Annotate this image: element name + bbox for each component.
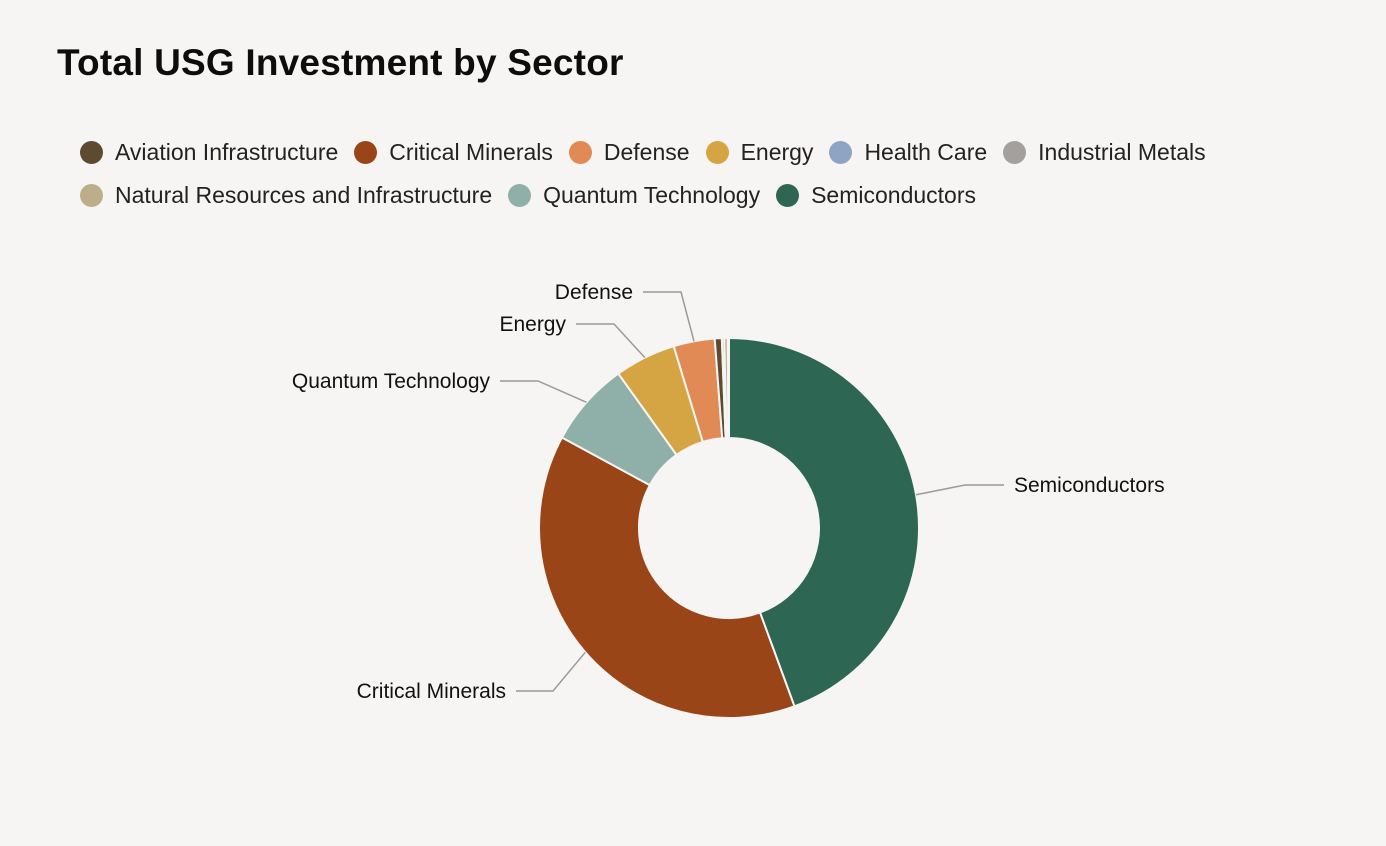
legend-swatch-energy: [705, 140, 729, 164]
legend-label-health-care: Health Care: [864, 138, 988, 165]
legend-label-natural-resources-and-infrastructure: Natural Resources and Infrastructure: [115, 181, 493, 208]
legend-item-industrial-metals[interactable]: Industrial Metals: [1003, 138, 1206, 166]
callout-label-quantum-technology: Quantum Technology: [292, 370, 491, 393]
legend-label-energy: Energy: [740, 138, 814, 165]
callout-line-critical-minerals: [516, 651, 586, 692]
legend-row-2: Natural Resources and Infrastructure Qua…: [80, 176, 1300, 214]
callout-line-energy: [576, 323, 646, 359]
callout-line-defense: [643, 291, 695, 342]
legend-swatch-industrial-metals: [1003, 140, 1027, 164]
legend-label-aviation-infrastructure: Aviation Infrastructure: [115, 138, 339, 165]
legend-item-aviation-infrastructure[interactable]: Aviation Infrastructure: [80, 139, 338, 166]
legend-item-natural-resources-and-infrastructure[interactable]: Natural Resources and Infrastructure: [80, 182, 492, 209]
donut-slices: [538, 336, 920, 719]
legend-swatch-aviation-infrastructure: [80, 140, 103, 164]
legend-item-health-care[interactable]: Health Care: [829, 139, 987, 166]
legend-item-semiconductors[interactable]: Semiconductors: [776, 182, 976, 209]
callout-line-quantum-technology: [500, 380, 587, 404]
legend-swatch-quantum-technology: [508, 183, 532, 207]
callout-line-semiconductors: [915, 484, 1004, 496]
legend-swatch-health-care: [829, 140, 853, 164]
legend-swatch-defense: [568, 140, 592, 164]
chart-legend: Aviation Infrastructure Critical Mineral…: [80, 133, 1300, 219]
legend-label-industrial-metals: Industrial Metals: [1038, 138, 1206, 165]
legend-label-critical-minerals: Critical Minerals: [389, 138, 553, 165]
legend-item-defense[interactable]: Defense: [568, 138, 690, 166]
legend-item-quantum-technology[interactable]: Quantum Technology: [508, 182, 760, 209]
legend-row-1: Aviation Infrastructure Critical Mineral…: [80, 133, 1300, 171]
slice-critical-minerals[interactable]: [538, 436, 796, 719]
legend-item-critical-minerals[interactable]: Critical Minerals: [354, 139, 553, 166]
legend-label-quantum-technology: Quantum Technology: [543, 181, 761, 208]
legend-item-energy[interactable]: Energy: [705, 138, 814, 166]
chart-title: Total USG Investment by Sector: [57, 42, 624, 83]
donut-callouts: Semiconductors Critical Minerals Quantum T…: [292, 281, 1165, 703]
callout-label-critical-minerals: Critical Minerals: [357, 680, 506, 703]
slice-health-care[interactable]: [726, 336, 730, 440]
callout-label-energy: Energy: [499, 313, 566, 336]
legend-swatch-natural-resources-and-infrastructure: [80, 183, 103, 207]
callout-label-defense: Defense: [555, 281, 633, 304]
legend-label-semiconductors: Semiconductors: [811, 181, 976, 208]
slice-semiconductors[interactable]: [728, 336, 920, 708]
legend-swatch-semiconductors: [776, 183, 800, 207]
legend-swatch-critical-minerals: [354, 140, 378, 164]
legend-label-defense: Defense: [603, 138, 690, 165]
callout-label-semiconductors: Semiconductors: [1014, 474, 1165, 497]
